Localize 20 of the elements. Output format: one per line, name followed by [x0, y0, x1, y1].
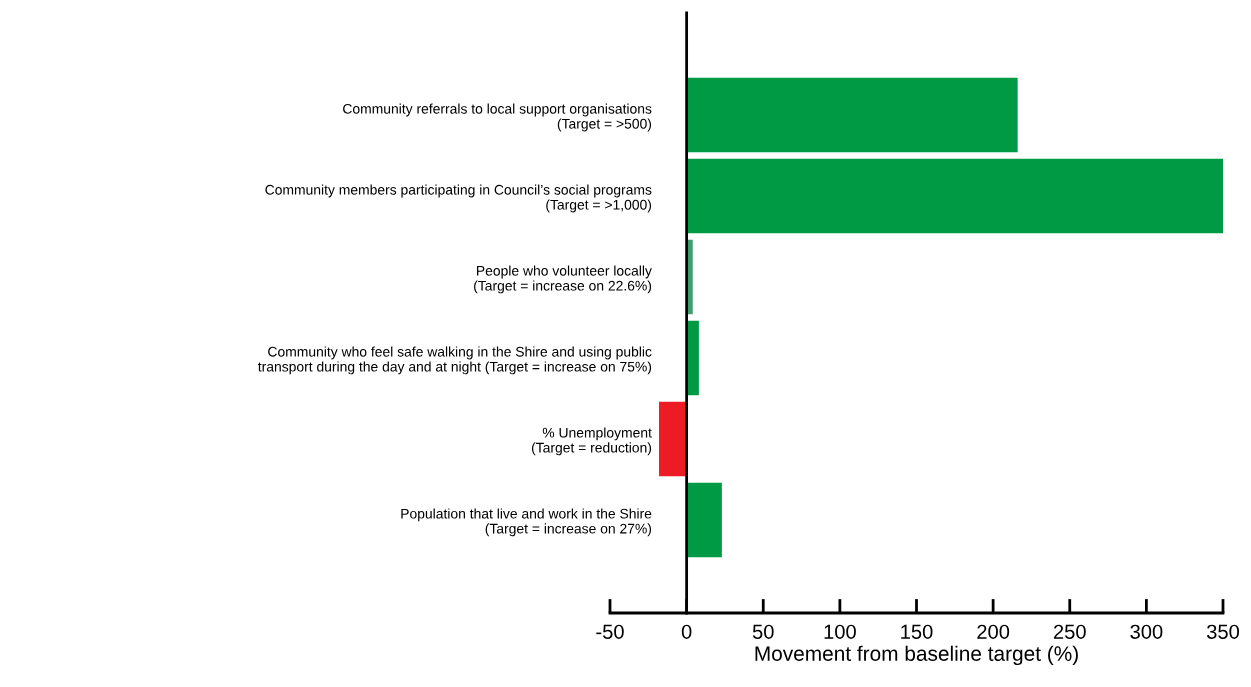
y-tick-label: Community who feel safe walking in the Shire and using public transport during the day and at night (Target = increase on 75%)	[258, 346, 652, 375]
x-axis-title: Movement from baseline target (%)	[755, 645, 1078, 666]
x-tick-label: 250	[1053, 624, 1086, 639]
y-tick-label: Community members participating in Council’s social programs (Target = >1,000)	[265, 184, 652, 213]
x-tick-label: 0	[681, 624, 692, 639]
y-tick-label: Community referrals to local support organisations (Target = >500)	[343, 103, 652, 132]
x-tick-label: 100	[824, 624, 856, 639]
bar	[659, 401, 687, 477]
bar	[686, 158, 1223, 234]
x-tick-label: 200	[977, 624, 1010, 639]
x-tick-label: 350	[1206, 624, 1240, 639]
x-tick-label: 50	[752, 624, 774, 639]
y-tick-label: % Unemployment (Target = reduction)	[531, 427, 652, 456]
bar	[686, 482, 722, 558]
y-tick-label: Population that live and work in the Shire (Target = increase on 27%)	[401, 508, 652, 537]
x-tick-label: 150	[901, 624, 933, 639]
y-tick-label: People who volunteer locally (Target = increase on 22.6%)	[474, 265, 652, 294]
x-tick-label: -50	[596, 624, 624, 639]
bar	[686, 77, 1018, 153]
x-tick-label: 300	[1130, 624, 1163, 639]
